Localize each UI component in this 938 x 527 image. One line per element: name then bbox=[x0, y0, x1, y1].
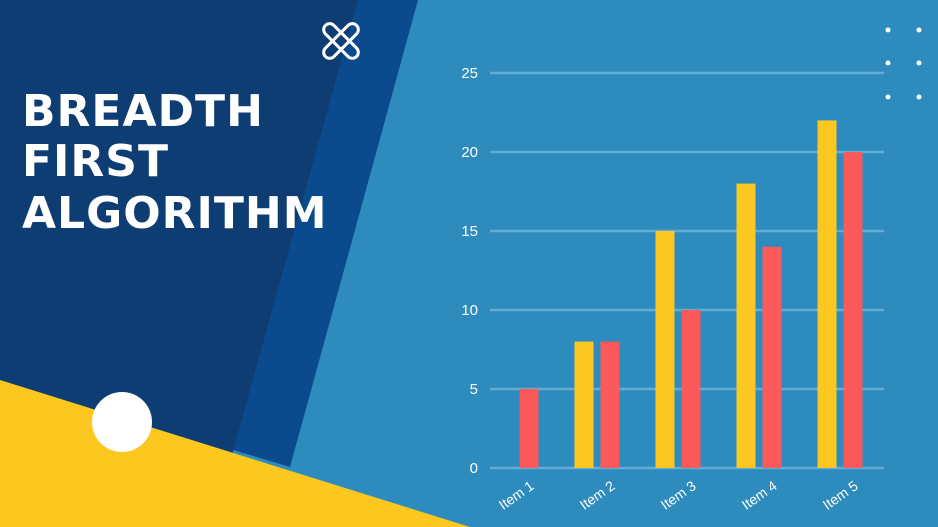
dark-blue-panel bbox=[0, 0, 358, 455]
circle-decoration bbox=[92, 392, 152, 452]
bar bbox=[843, 152, 863, 468]
bar bbox=[655, 231, 675, 468]
bars bbox=[519, 120, 863, 469]
bar bbox=[600, 341, 620, 468]
bar bbox=[519, 389, 539, 468]
y-tick-label: 20 bbox=[461, 144, 478, 161]
bar bbox=[736, 183, 756, 468]
dot-grid-icon bbox=[885, 27, 922, 100]
y-tick-label: 0 bbox=[470, 460, 478, 477]
y-tick-label: 15 bbox=[461, 223, 478, 240]
title-line-2: FIRST bbox=[22, 136, 170, 187]
title-line-3: ALGORITHM bbox=[22, 188, 328, 239]
bar bbox=[681, 310, 701, 468]
title-line-1: BREADTH bbox=[22, 86, 264, 137]
bar bbox=[762, 246, 782, 468]
y-tick-label: 10 bbox=[461, 302, 478, 319]
y-tick-label: 5 bbox=[470, 381, 478, 398]
close-x-icon bbox=[322, 22, 360, 60]
y-tick-label: 25 bbox=[461, 65, 478, 82]
y-axis-ticks: 0 5 10 15 20 25 bbox=[461, 65, 478, 477]
bar bbox=[817, 120, 837, 469]
bar bbox=[574, 341, 594, 468]
